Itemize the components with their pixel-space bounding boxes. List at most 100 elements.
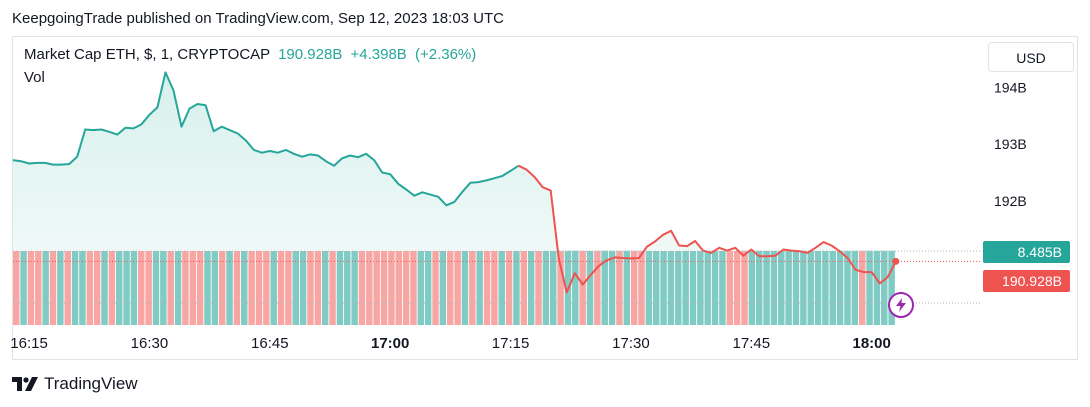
volume-bar — [410, 251, 417, 325]
volume-bar — [174, 251, 182, 325]
y-tick-label: 193B — [994, 136, 1027, 152]
volume-bar — [667, 251, 675, 325]
price-area — [13, 72, 896, 293]
volume-bar — [115, 251, 123, 325]
x-tick-label: 17:15 — [492, 335, 530, 352]
volume-bar — [586, 251, 594, 325]
svg-text:190.928B: 190.928B — [1002, 273, 1062, 289]
volume-bar — [623, 251, 631, 325]
volume-bars — [13, 251, 895, 325]
volume-bar — [608, 251, 616, 325]
volume-bar — [314, 251, 322, 325]
volume-bar — [101, 251, 108, 325]
volume-bar — [108, 251, 116, 325]
lightning-icon[interactable] — [888, 292, 914, 318]
volume-bar — [439, 251, 447, 325]
volume-bar — [42, 251, 49, 325]
x-tick-label: 17:30 — [612, 335, 650, 352]
volume-bar — [130, 251, 138, 325]
volume-bar — [726, 251, 734, 325]
volume-bar — [447, 251, 454, 325]
volume-bar — [204, 251, 211, 325]
volume-bar — [476, 251, 483, 325]
volume-bar — [395, 251, 402, 325]
volume-bar — [807, 251, 814, 325]
volume-bar — [344, 251, 351, 325]
volume-bar — [71, 251, 79, 325]
volume-bar — [770, 251, 778, 325]
y-tick-label: 194B — [994, 80, 1027, 96]
volume-bar — [86, 251, 94, 325]
volume-bar — [182, 251, 189, 325]
brand-name: TradingView — [44, 374, 138, 393]
volume-bar — [748, 251, 756, 325]
volume-bar — [763, 251, 770, 325]
volume-bar — [866, 251, 873, 325]
chart-frame — [12, 36, 1078, 360]
currency-button[interactable]: USD — [988, 42, 1074, 72]
volume-bar — [35, 251, 42, 325]
volume-bar — [79, 251, 86, 325]
volume-bar — [424, 251, 432, 325]
y-tick-label: 192B — [994, 193, 1027, 209]
volume-bar — [469, 251, 476, 325]
volume-bar — [704, 251, 711, 325]
volume-bar — [189, 251, 197, 325]
volume-bar — [535, 251, 542, 325]
volume-bar — [233, 251, 241, 325]
volume-bar — [652, 251, 660, 325]
volume-bar — [498, 251, 505, 325]
volume-bar — [321, 251, 329, 325]
x-tick-label: 16:30 — [131, 335, 169, 352]
volume-bar — [550, 251, 557, 325]
volume-bar — [836, 251, 844, 325]
volume-bar — [64, 251, 71, 325]
volume-bar — [755, 251, 763, 325]
volume-legend[interactable]: Vol — [24, 69, 45, 86]
volume-bar — [888, 251, 895, 325]
volume-bar — [697, 251, 704, 325]
change-value: +4.398B — [350, 46, 407, 63]
volume-bar — [785, 251, 792, 325]
volume-bar — [645, 251, 653, 325]
price-line-down — [518, 164, 897, 294]
x-tick-label: 16:15 — [10, 335, 48, 352]
volume-bar — [733, 251, 741, 325]
volume-bar — [719, 251, 726, 325]
volume-bar — [167, 251, 174, 325]
volume-bar — [572, 251, 579, 325]
volume-bar — [292, 251, 299, 325]
volume-bar — [196, 251, 204, 325]
svg-text:8.485B: 8.485B — [1018, 244, 1062, 260]
volume-bar — [616, 251, 623, 325]
brand[interactable]: TradingView — [12, 374, 138, 394]
volume-bar — [432, 251, 439, 325]
volume-tag: 8.485B — [983, 241, 1070, 263]
volume-bar — [248, 251, 255, 325]
volume-bar — [366, 251, 373, 325]
symbol-title: Market Cap ETH, $, 1, CRYPTOCAP — [24, 46, 270, 63]
volume-bar — [263, 251, 270, 325]
volume-bar — [829, 251, 836, 325]
volume-bar — [226, 251, 233, 325]
x-tick-label: 16:45 — [251, 335, 289, 352]
volume-bar — [49, 251, 57, 325]
volume-bar — [660, 251, 667, 325]
symbol-legend[interactable]: Market Cap ETH, $, 1, CRYPTOCAP 190.928B… — [24, 46, 476, 63]
volume-bar — [711, 251, 719, 325]
volume-bar — [351, 251, 358, 325]
volume-bar — [505, 251, 513, 325]
volume-bar — [123, 251, 130, 325]
volume-bar — [844, 251, 851, 325]
x-tick-label: 18:00 — [852, 335, 890, 352]
volume-bar — [873, 251, 881, 325]
volume-bar — [152, 251, 160, 325]
volume-bar — [491, 251, 498, 325]
volume-bar — [299, 251, 307, 325]
volume-bar — [307, 251, 314, 325]
volume-bar — [542, 251, 550, 325]
volume-bar — [145, 251, 152, 325]
volume-bar — [277, 251, 285, 325]
volume-bar — [218, 251, 226, 325]
